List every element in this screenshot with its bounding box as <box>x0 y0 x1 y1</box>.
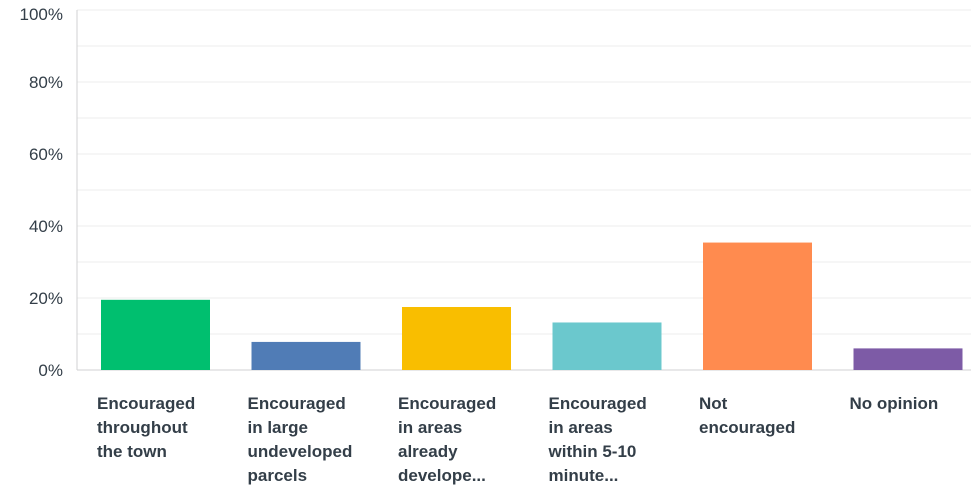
x-category-label: No opinion <box>849 394 939 413</box>
y-tick-label: 40% <box>29 217 63 236</box>
x-category-label: Encouraged in areas within 5-10 minute..… <box>548 394 647 485</box>
bar[interactable] <box>552 322 662 370</box>
x-category-label: Encouraged in large undeveloped parcels <box>247 394 353 485</box>
y-tick-label: 20% <box>29 289 63 308</box>
x-category-label: Not encouraged <box>699 394 796 437</box>
bar[interactable] <box>251 341 361 370</box>
x-category-label: Encouraged throughout the town <box>97 394 196 461</box>
bar[interactable] <box>703 242 812 370</box>
bar[interactable] <box>853 348 963 370</box>
x-category-label: Encouraged in areas already develope... <box>398 394 497 485</box>
bar[interactable] <box>101 299 210 370</box>
y-tick-label: 100% <box>20 5 63 24</box>
y-tick-label: 80% <box>29 73 63 92</box>
y-tick-label: 0% <box>38 361 63 380</box>
y-tick-label: 60% <box>29 145 63 164</box>
bar[interactable] <box>402 307 511 370</box>
